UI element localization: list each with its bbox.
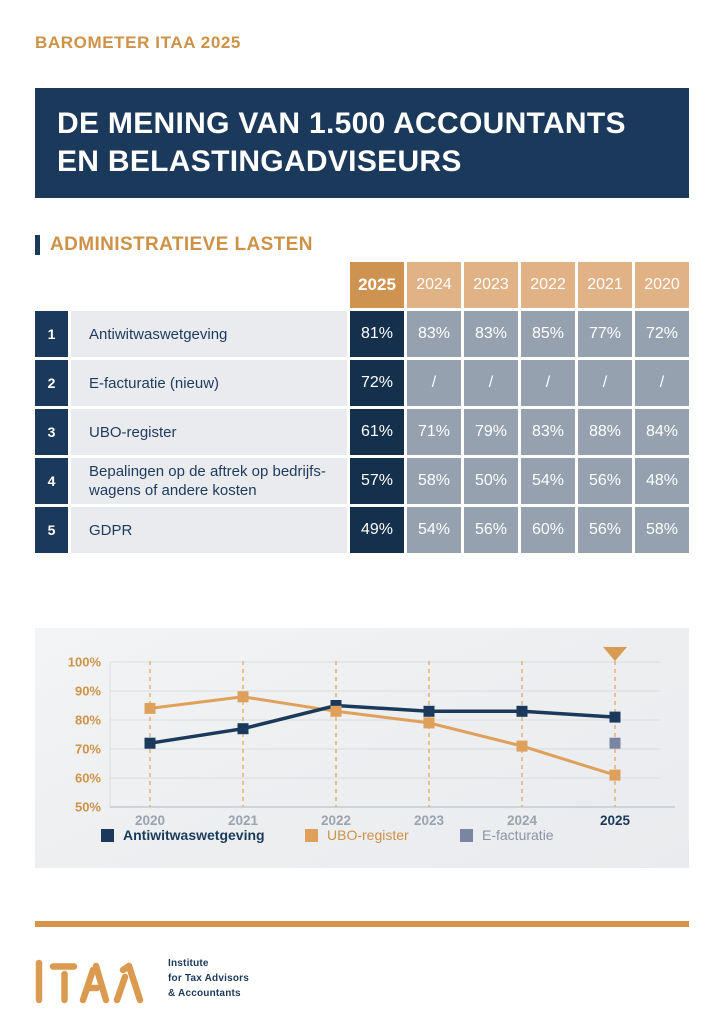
value-cell: 83% [521,409,575,455]
data-point-UBO-register-2024 [517,741,528,752]
x-tick-label: 2023 [414,813,445,828]
value-cell: 83% [407,311,461,357]
highlight-year-marker [603,647,627,661]
value-cell: / [521,360,575,406]
data-point-UBO-register-2025 [610,770,621,781]
legend-swatch-navy [101,829,114,842]
headline-banner: DE MENING VAN 1.500 ACCOUNTANTS EN BELAS… [35,88,689,198]
value-cell: 48% [635,458,689,504]
value-cell: 56% [464,507,518,553]
value-cell: 71% [407,409,461,455]
value-cell: 85% [521,311,575,357]
tagline-line-1: Institute [168,956,249,971]
trend-chart: 100% 90% 80% 70% 60% 50% 2020 2021 2022 2023 2024 2… [35,628,689,868]
year-header-2024: 2024 [407,262,461,308]
x-tick-label: 2022 [321,813,351,828]
data-point-Antiwitwaswetgeving-2025 [610,712,621,723]
rank-number: 3 [35,409,68,455]
value-cell: / [635,360,689,406]
headline-line-2: EN BELASTINGADVISEURS [57,143,689,181]
section-title: ADMINISTRATIEVE LASTEN [50,234,313,256]
value-cell: 56% [578,507,632,553]
value-cell: 81% [350,311,404,357]
value-cell: 58% [635,507,689,553]
y-tick-label: 70% [75,742,101,757]
value-cell: / [464,360,518,406]
x-tick-label: 2020 [135,813,165,828]
x-tick-label: 2021 [228,813,259,828]
legend-item-antiwitwaswetgeving: Antiwitwaswetgeving [101,827,265,843]
infographic-page: BAROMETER ITAA 2025 DE MENING VAN 1.500 … [0,0,724,1024]
year-header-2023: 2023 [464,262,518,308]
data-point-UBO-register-2023 [424,717,435,728]
legend-label: E-facturatie [482,827,554,843]
rank-number: 5 [35,507,68,553]
value-cell: 54% [521,458,575,504]
section-accent-bar [35,235,40,255]
value-cell: 54% [407,507,461,553]
legend-item-ubo-register: UBO-register [305,827,409,843]
data-point-UBO-register-2021 [238,691,249,702]
value-cell: 57% [350,458,404,504]
value-cell: 56% [578,458,632,504]
value-cell: / [407,360,461,406]
section-heading: ADMINISTRATIEVE LASTEN [35,234,313,256]
value-cell: 83% [464,311,518,357]
legend-swatch-gray [460,829,473,842]
tagline-line-3: & Accountants [168,986,249,1001]
value-cell: 88% [578,409,632,455]
value-cell: / [578,360,632,406]
logo-tagline: Institute for Tax Advisors & Accountants [168,956,249,1001]
headline-line-1: DE MENING VAN 1.500 ACCOUNTANTS [57,105,689,143]
data-point-UBO-register-2022 [331,706,342,717]
value-cell: 77% [578,311,632,357]
itaa-logo [33,950,155,1010]
row-label: GDPR [71,507,347,553]
row-label: UBO-register [71,409,347,455]
kicker: BAROMETER ITAA 2025 [35,33,241,53]
year-header-2020: 2020 [635,262,689,308]
y-tick-label: 100% [68,655,102,670]
y-tick-label: 60% [75,771,101,786]
legend-label: Antiwitwaswetgeving [123,827,265,843]
data-point-UBO-register-2020 [145,703,156,714]
data-point-Antiwitwaswetgeving-2021 [238,723,249,734]
value-cell: 72% [350,360,404,406]
row-label: Antiwitwaswetgeving [71,311,347,357]
value-cell: 60% [521,507,575,553]
value-cell: 79% [464,409,518,455]
x-tick-label: 2024 [507,813,538,828]
data-point-Antiwitwaswetgeving-2020 [145,738,156,749]
year-header-2025: 2025 [350,262,404,308]
value-cell: 84% [635,409,689,455]
rank-number: 4 [35,458,68,504]
table-spacer [71,262,347,308]
rank-number: 2 [35,360,68,406]
table-spacer [35,262,68,308]
y-tick-label: 80% [75,713,101,728]
rank-number: 1 [35,311,68,357]
data-point-Antiwitwaswetgeving-2024 [517,706,528,717]
value-cell: 72% [635,311,689,357]
year-header-2021: 2021 [578,262,632,308]
value-cell: 50% [464,458,518,504]
row-label: E-facturatie (nieuw) [71,360,347,406]
row-label: Bepalingen op de aftrek op bedrijfs-wage… [71,458,347,504]
footer-divider [35,921,689,927]
tagline-line-2: for Tax Advisors [168,971,249,986]
y-tick-label: 90% [75,684,101,699]
data-point-E-facturatie-2025 [610,738,621,749]
series-line-Antiwitwaswetgeving [150,706,615,744]
legend-swatch-gold [305,829,318,842]
legend-item-e-facturatie: E-facturatie [460,827,554,843]
data-point-Antiwitwaswetgeving-2023 [424,706,435,717]
legend-label: UBO-register [327,827,409,843]
year-header-2022: 2022 [521,262,575,308]
x-tick-label: 2025 [600,813,631,828]
value-cell: 58% [407,458,461,504]
y-tick-label: 50% [75,800,101,815]
value-cell: 49% [350,507,404,553]
rankings-table: 202520242023202220212020 1Antiwitwaswetge… [35,262,689,553]
value-cell: 61% [350,409,404,455]
